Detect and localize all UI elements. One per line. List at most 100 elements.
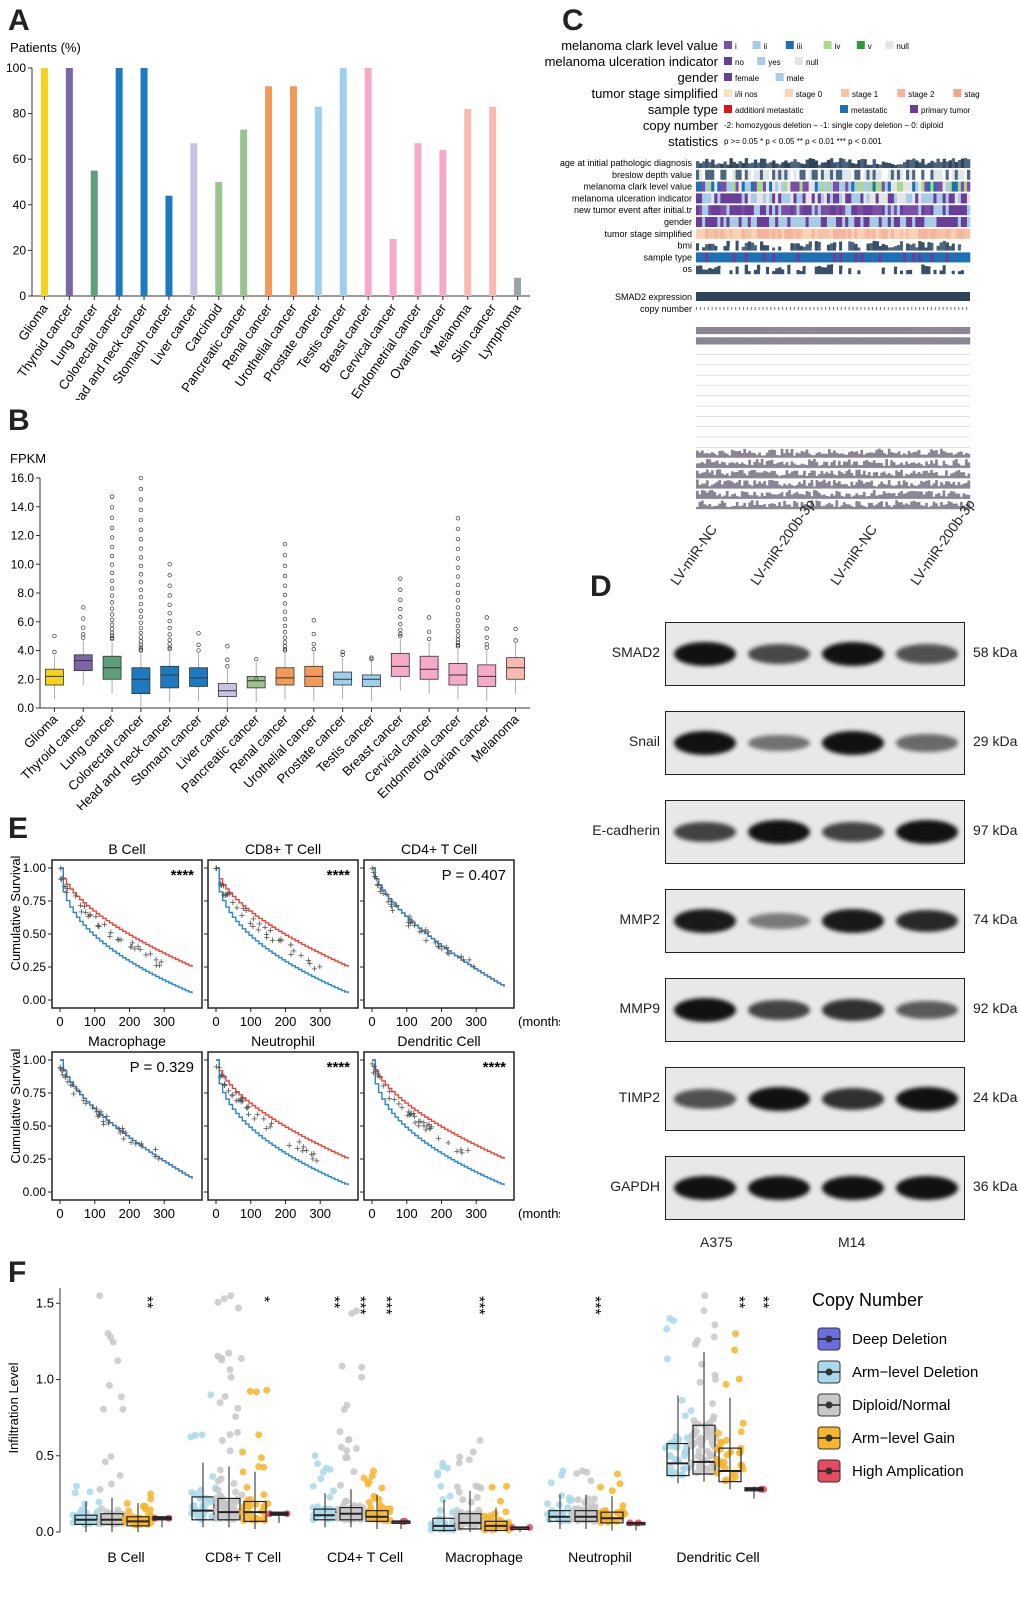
- data-point: [365, 1498, 373, 1506]
- expr-bar: [877, 484, 881, 489]
- expr-bar: [865, 496, 869, 499]
- survival-curve: [372, 1059, 505, 1159]
- outlier: [109, 606, 115, 611]
- expr-bar: [705, 337, 709, 345]
- track-cell: [890, 169, 895, 180]
- expr-bar: [910, 501, 913, 510]
- expr-bar: [773, 503, 776, 510]
- expr-bar: [800, 337, 804, 345]
- track-cell: [769, 205, 773, 216]
- legend-label-4: High Amplication: [852, 1463, 964, 1480]
- track-cell: [732, 242, 736, 251]
- track-cell: [699, 163, 703, 168]
- track-cell: [966, 264, 971, 275]
- track-cell: [772, 228, 776, 239]
- bar-11: [314, 106, 322, 296]
- data-point: [675, 1435, 683, 1443]
- expr-bar: [900, 484, 903, 489]
- expr-bar: [698, 501, 702, 510]
- track-cell: [823, 252, 828, 263]
- expr-bar: [713, 475, 717, 479]
- track-cell: [866, 252, 870, 263]
- expr-bar: [698, 484, 702, 489]
- censor-mark: +: [57, 1063, 63, 1075]
- expr-bar: [825, 461, 829, 468]
- panel-label-a: A: [8, 4, 30, 37]
- track-cell: [790, 217, 794, 227]
- track-cell: [708, 217, 712, 227]
- expr-bar: [917, 462, 921, 468]
- track-cell: [945, 228, 949, 239]
- x-tick-label: 100: [84, 1014, 106, 1029]
- outlier: [109, 525, 115, 530]
- expr-bar: [696, 490, 699, 499]
- expr-bar: [780, 475, 784, 479]
- expr-bar: [753, 491, 756, 499]
- expr-bar: [705, 469, 709, 479]
- x-tick-label: 300: [153, 1206, 175, 1221]
- expr-bar: [837, 481, 841, 489]
- copy-tick: [758, 307, 760, 310]
- track-cell: [875, 181, 879, 192]
- track-cell: [939, 162, 943, 168]
- expr-bar: [900, 455, 903, 458]
- legend-row-label: sample type: [648, 102, 718, 117]
- track-cell: [881, 193, 886, 204]
- expr-bar: [810, 460, 814, 468]
- expr-bar: [940, 448, 943, 458]
- legend-row-label: tumor stage simplified: [592, 86, 718, 101]
- track-cell: [833, 181, 837, 192]
- track-cell: [793, 228, 797, 239]
- track-cell: [702, 247, 706, 251]
- track-label: melanoma clark level value: [583, 182, 692, 192]
- expr-bar: [696, 327, 699, 334]
- track-cell: [744, 228, 749, 239]
- expr-bar: [788, 489, 791, 499]
- censor-mark: +: [432, 937, 438, 949]
- censor-mark: +: [371, 867, 377, 879]
- expr-bar: [947, 453, 951, 458]
- expr-bar: [957, 463, 961, 468]
- track-cell: [912, 252, 916, 263]
- data-point: [71, 1489, 79, 1497]
- track-cell: [823, 228, 828, 239]
- y-tick-label: 16.0: [11, 471, 35, 485]
- subplot-stat: ****: [483, 1059, 507, 1076]
- track-cell: [759, 217, 764, 227]
- expr-bar: [885, 493, 888, 499]
- expr-bar: [708, 472, 712, 479]
- bar-4: [140, 68, 148, 296]
- copy-tick: [793, 307, 795, 310]
- censor-mark: +: [213, 863, 219, 875]
- expr-bar: [870, 502, 874, 510]
- data-point: [114, 1357, 122, 1365]
- track-cell: [890, 217, 895, 227]
- expr-bar: [852, 475, 856, 479]
- outlier: [398, 576, 403, 581]
- track-cell: [714, 267, 718, 275]
- track-cell: [960, 181, 965, 192]
- expr-bar: [738, 464, 742, 468]
- expr-bar: [750, 485, 754, 489]
- track-cell: [787, 169, 791, 180]
- legend-label-2: Diploid/Normal: [852, 1397, 950, 1414]
- track-cell: [699, 205, 703, 216]
- expr-bar: [872, 472, 876, 479]
- data-point: [708, 1462, 716, 1470]
- panel-label-b: B: [8, 404, 30, 437]
- blot-band: [896, 644, 958, 664]
- blot-strip-gapdh: [665, 1156, 965, 1220]
- outlier: [138, 507, 144, 513]
- bar-12: [339, 68, 347, 296]
- track-cell: [723, 205, 727, 216]
- legend-item-label: stage 2: [908, 90, 935, 99]
- expr-bar: [750, 495, 754, 499]
- expr-bar: [967, 473, 971, 479]
- expr-bar: [818, 501, 821, 510]
- data-point: [238, 1491, 246, 1499]
- expr-bar: [700, 450, 704, 458]
- track-cell: [872, 181, 876, 192]
- track-cell: [878, 270, 883, 275]
- track-cell: [766, 205, 770, 216]
- track-cell: [735, 193, 739, 204]
